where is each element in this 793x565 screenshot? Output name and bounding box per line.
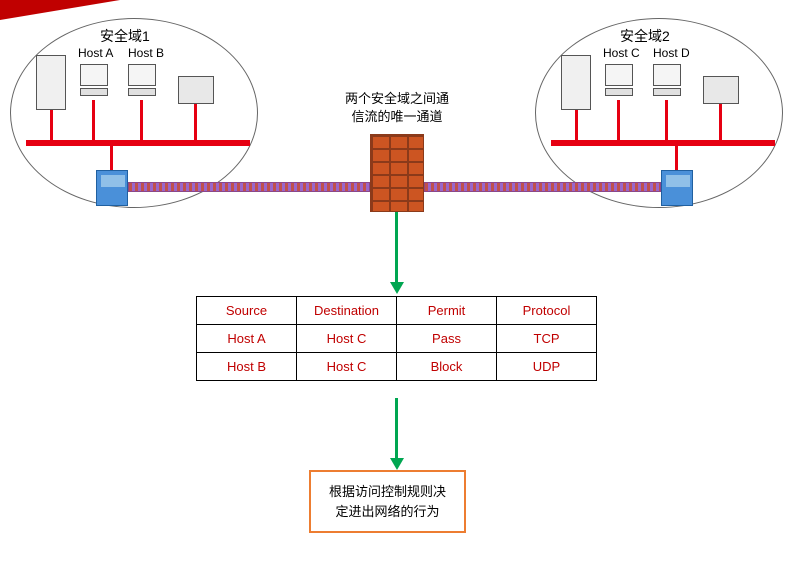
bottom-text-line2: 定进出网络的行为 [336, 504, 440, 519]
td: Host A [197, 325, 297, 353]
d2-drop2 [617, 100, 620, 140]
domain2-label: 安全域2 [620, 26, 670, 46]
host-b-icon [128, 64, 156, 96]
d1-drop2 [92, 100, 95, 140]
host-c-label: Host C [603, 46, 640, 60]
arrow1-head [390, 282, 404, 294]
host-d-icon [653, 64, 681, 96]
cable-left [128, 182, 370, 192]
td: Host C [297, 325, 397, 353]
firewall-text-line2: 信流的唯一通道 [351, 109, 442, 124]
td: Host C [297, 353, 397, 381]
arrow1-line [395, 212, 398, 282]
th-permit: Permit [397, 297, 497, 325]
host-a-label: Host A [78, 46, 113, 60]
cable-right [424, 182, 661, 192]
th-proto: Protocol [497, 297, 597, 325]
firewall-text-line1: 两个安全域之间通 [345, 91, 449, 106]
d1-drop1 [50, 110, 53, 140]
bottom-caption-box: 根据访问控制规则决 定进出网络的行为 [309, 470, 466, 533]
d2-switch-drop [675, 146, 678, 170]
switch1-icon [96, 170, 128, 206]
firewall-caption: 两个安全域之间通 信流的唯一通道 [312, 90, 482, 126]
printer2-icon [703, 76, 739, 104]
arrow2-head [390, 458, 404, 470]
host-c-icon [605, 64, 633, 96]
printer-icon [178, 76, 214, 104]
host-b-label: Host B [128, 46, 164, 60]
d2-drop1 [575, 110, 578, 140]
th-source: Source [197, 297, 297, 325]
td: TCP [497, 325, 597, 353]
td: Host B [197, 353, 297, 381]
bottom-text-line1: 根据访问控制规则决 [329, 484, 446, 499]
firewall-icon [370, 134, 424, 212]
arrow2-line [395, 398, 398, 458]
d1-drop3 [140, 100, 143, 140]
host-d-label: Host D [653, 46, 690, 60]
rules-table: Source Destination Permit Protocol Host … [196, 296, 597, 381]
server-icon [36, 55, 66, 110]
header-accent [0, 0, 120, 20]
th-dest: Destination [297, 297, 397, 325]
d2-drop3 [665, 100, 668, 140]
switch2-icon [661, 170, 693, 206]
d2-bus [551, 140, 775, 146]
d1-switch-drop [110, 146, 113, 170]
server2-icon [561, 55, 591, 110]
table-row: Host A Host C Pass TCP [197, 325, 597, 353]
td: Block [397, 353, 497, 381]
table-header-row: Source Destination Permit Protocol [197, 297, 597, 325]
host-a-icon [80, 64, 108, 96]
domain1-label: 安全域1 [100, 26, 150, 46]
d2-drop4 [719, 104, 722, 140]
d1-drop4 [194, 104, 197, 140]
td: Pass [397, 325, 497, 353]
td: UDP [497, 353, 597, 381]
table-row: Host B Host C Block UDP [197, 353, 597, 381]
d1-bus [26, 140, 250, 146]
